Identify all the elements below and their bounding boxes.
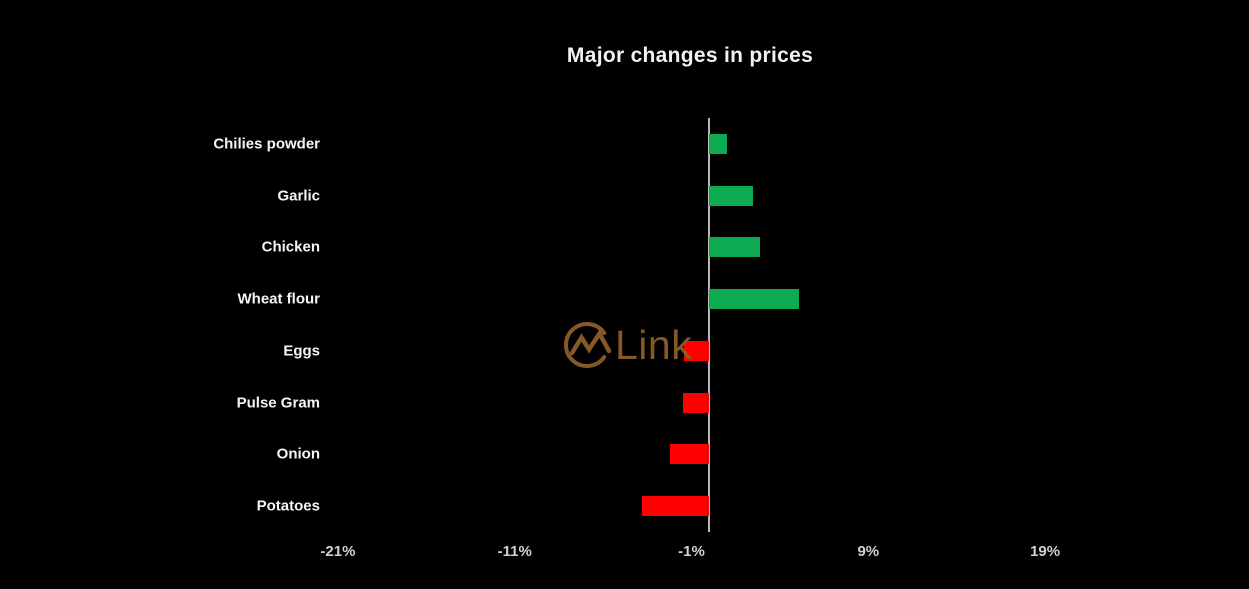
zero-axis-line [708,118,710,532]
mountain-circle-logo-icon [563,322,612,368]
category-label-chicken: Chicken [261,238,320,256]
x-axis-tick-label: 9% [857,543,880,560]
category-label-pulse-gram: Pulse Gram [236,394,320,412]
bar-garlic [709,185,754,206]
category-label-chilies-powder: Chilies powder [213,135,320,153]
x-axis-tick-label: 19% [1030,543,1061,560]
category-label-wheat-flour: Wheat flour [237,290,321,308]
category-label-potatoes: Potatoes [256,497,320,515]
category-label-eggs: Eggs [283,342,320,360]
watermark: Link [560,318,692,372]
chart-title: Major changes in prices [566,44,814,67]
bar-chicken [709,237,761,258]
x-axis-tick-label: -1% [678,543,705,560]
bar-wheat-flour [709,289,800,310]
x-axis-tick-label: -11% [497,543,532,560]
x-axis-tick-label: -21% [320,543,356,560]
category-label-onion: Onion [276,445,320,463]
bar-potatoes [642,496,710,517]
category-label-garlic: Garlic [277,187,320,205]
bar-pulse-gram [682,392,710,413]
bar-chilies-powder [709,133,727,154]
bar-onion [670,444,710,465]
bar-eggs [684,340,710,361]
watermark-text: Link [615,321,693,368]
